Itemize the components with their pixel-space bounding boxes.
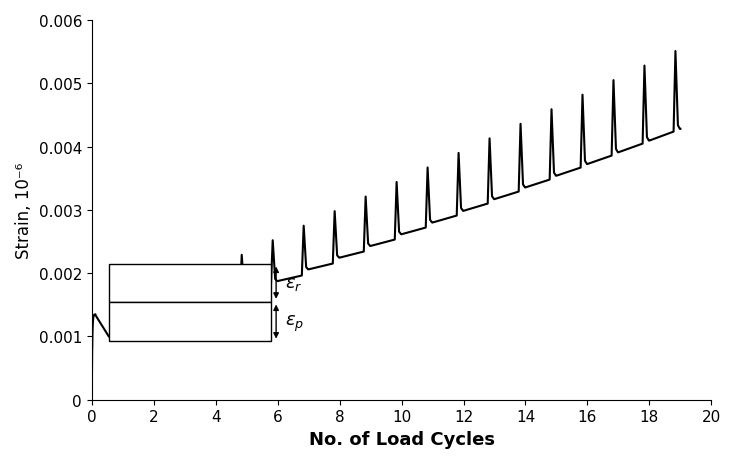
Bar [109, 264, 272, 302]
Bar [109, 302, 272, 342]
Text: $\varepsilon_r$: $\varepsilon_r$ [286, 274, 303, 292]
X-axis label: No. of Load Cycles: No. of Load Cycles [308, 430, 495, 448]
Text: $\varepsilon_p$: $\varepsilon_p$ [286, 313, 305, 333]
Y-axis label: Strain, 10⁻⁶: Strain, 10⁻⁶ [15, 163, 33, 258]
